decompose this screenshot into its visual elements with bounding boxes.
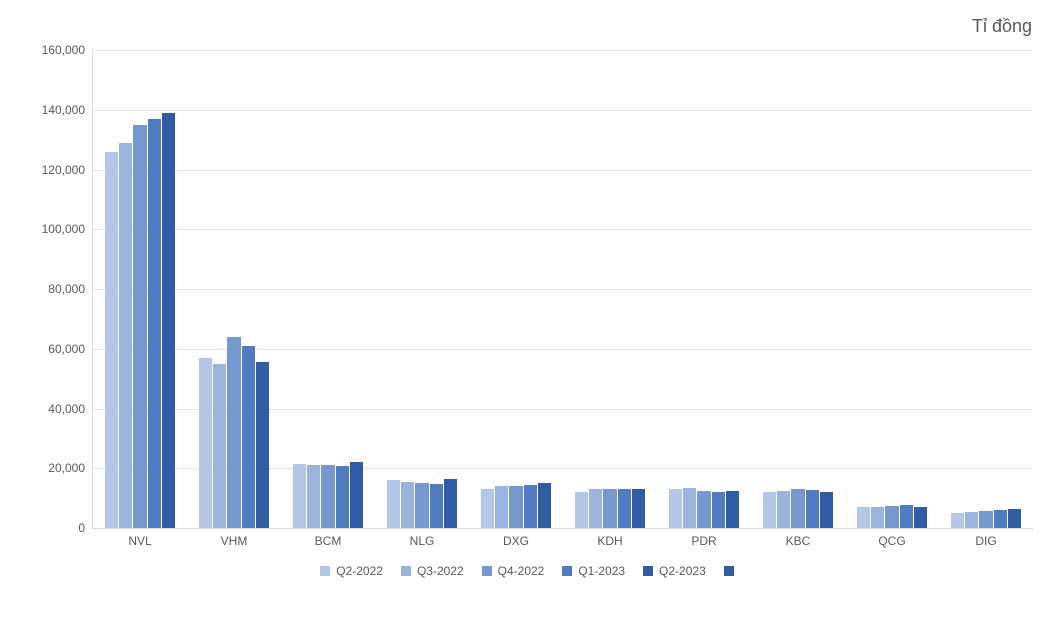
legend-label: Q2-2022 <box>336 564 383 578</box>
legend-swatch <box>320 566 330 576</box>
bar <box>350 462 363 528</box>
x-tick-label: VHM <box>221 528 248 548</box>
bar <box>213 364 226 528</box>
x-tick-label: PDR <box>691 528 716 548</box>
bar <box>777 491 790 528</box>
y-tick-label: 140,000 <box>42 103 93 117</box>
legend-label: Q4-2022 <box>498 564 545 578</box>
bar <box>481 489 494 528</box>
legend-swatch <box>724 566 734 576</box>
bar <box>321 465 334 528</box>
bar <box>524 485 537 528</box>
y-tick-label: 80,000 <box>48 282 93 296</box>
bar <box>603 489 616 528</box>
bar <box>951 513 964 528</box>
x-tick-label: KBC <box>786 528 811 548</box>
bar <box>495 486 508 528</box>
y-tick-label: 160,000 <box>42 43 93 57</box>
legend-item: Q2-2023 <box>643 564 706 578</box>
bar <box>148 119 161 528</box>
bar <box>509 486 522 528</box>
bar <box>1008 509 1021 528</box>
bar <box>618 489 631 528</box>
bar <box>199 358 212 528</box>
bar <box>669 489 682 528</box>
bar <box>387 480 400 528</box>
bar <box>871 507 884 529</box>
x-tick-label: BCM <box>315 528 342 548</box>
bar <box>632 489 645 528</box>
bar <box>307 465 320 528</box>
legend-swatch <box>401 566 411 576</box>
x-tick-label: DIG <box>975 528 996 548</box>
bar <box>444 479 457 528</box>
bar <box>712 492 725 528</box>
legend-label: Q3-2022 <box>417 564 464 578</box>
bar <box>256 362 269 528</box>
bar <box>885 506 898 528</box>
bar <box>806 490 819 528</box>
legend-item: Q3-2022 <box>401 564 464 578</box>
legend-item: Q1-2023 <box>562 564 625 578</box>
bar <box>791 489 804 528</box>
bar <box>979 511 992 528</box>
bar <box>914 507 927 529</box>
bar <box>293 464 306 528</box>
bar <box>227 337 240 528</box>
y-tick-label: 100,000 <box>42 222 93 236</box>
bar <box>994 510 1007 528</box>
legend-label: Q1-2023 <box>578 564 625 578</box>
gridline <box>93 170 1033 171</box>
gridline <box>93 110 1033 111</box>
legend-label: Q2-2023 <box>659 564 706 578</box>
bar <box>763 492 776 528</box>
bar <box>575 492 588 528</box>
bar <box>726 491 739 528</box>
gridline <box>93 50 1033 51</box>
bar <box>538 483 551 528</box>
chart-container: Tỉ đồng 020,00040,00060,00080,000100,000… <box>0 0 1060 618</box>
bar <box>683 488 696 528</box>
legend-item: Q4-2022 <box>482 564 545 578</box>
x-tick-label: NLG <box>410 528 435 548</box>
legend-swatch <box>562 566 572 576</box>
y-tick-label: 20,000 <box>48 461 93 475</box>
chart-unit-label: Tỉ đồng <box>972 16 1032 37</box>
y-tick-label: 60,000 <box>48 342 93 356</box>
bar <box>162 113 175 528</box>
bar <box>336 466 349 528</box>
x-tick-label: KDH <box>597 528 622 548</box>
legend: Q2-2022 Q3-2022 Q4-2022 Q1-2023 Q2-2023 <box>0 564 1060 578</box>
y-tick-label: 0 <box>78 521 93 535</box>
bar <box>415 483 428 528</box>
x-tick-label: QCG <box>878 528 905 548</box>
bar <box>430 484 443 528</box>
bar <box>820 492 833 528</box>
y-tick-label: 120,000 <box>42 163 93 177</box>
gridline <box>93 289 1033 290</box>
bar <box>105 152 118 528</box>
legend-item: Q2-2022 <box>320 564 383 578</box>
y-tick-label: 40,000 <box>48 402 93 416</box>
legend-swatch <box>643 566 653 576</box>
bar <box>965 512 978 528</box>
legend-swatch <box>482 566 492 576</box>
legend-item <box>724 564 740 578</box>
bar <box>242 346 255 528</box>
bar <box>857 507 870 528</box>
bar <box>133 125 146 528</box>
x-tick-label: NVL <box>128 528 151 548</box>
bar <box>401 482 414 528</box>
bar <box>900 505 913 528</box>
bar <box>697 491 710 528</box>
bar <box>589 489 602 528</box>
bar <box>119 143 132 528</box>
gridline <box>93 229 1033 230</box>
x-tick-label: DXG <box>503 528 529 548</box>
plot-area: 020,00040,00060,00080,000100,000120,0001… <box>92 50 1033 529</box>
